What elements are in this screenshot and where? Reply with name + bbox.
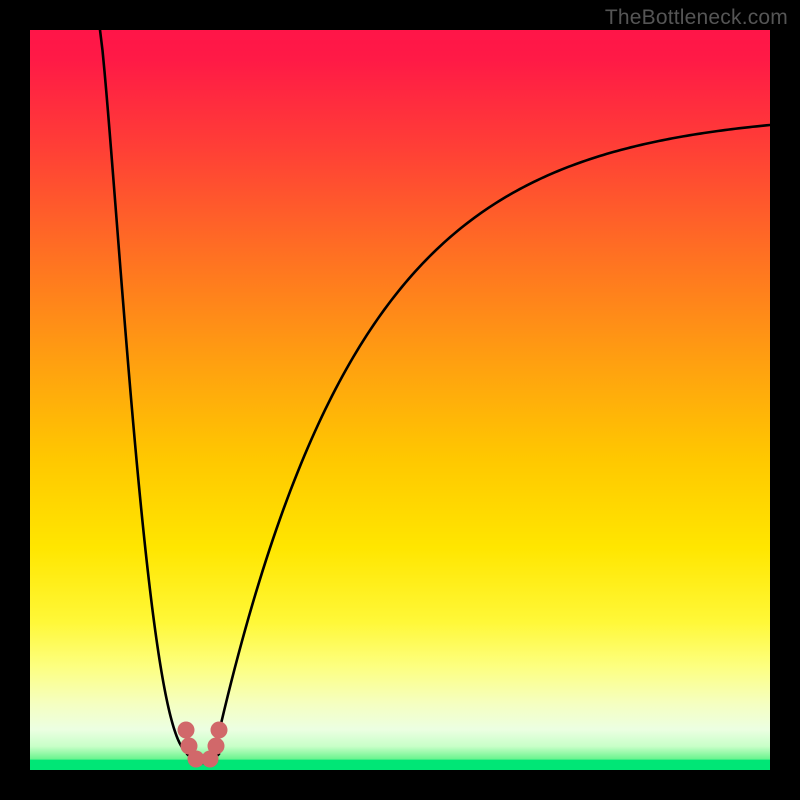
- valley-marker: [211, 722, 228, 739]
- chart-frame: TheBottleneck.com: [0, 0, 800, 800]
- bottleneck-curve-chart: [30, 30, 770, 770]
- plot-area: [30, 30, 770, 770]
- watermark-text: TheBottleneck.com: [605, 6, 788, 30]
- green-band: [30, 760, 770, 770]
- valley-marker: [178, 722, 195, 739]
- valley-marker: [208, 738, 225, 755]
